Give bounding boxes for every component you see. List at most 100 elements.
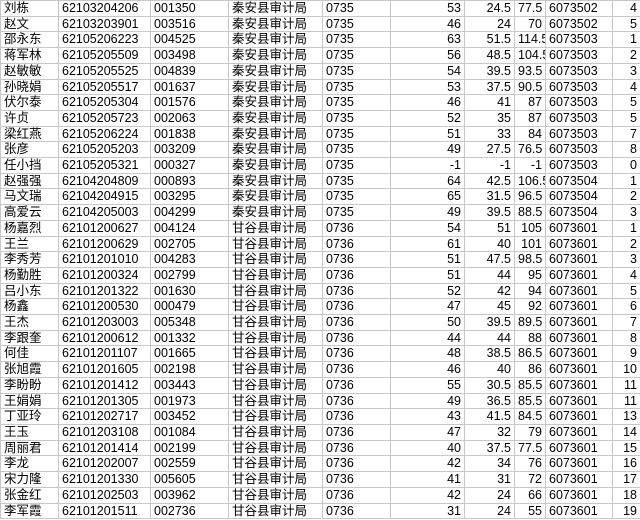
score-cell: -1 xyxy=(390,157,465,174)
exam-id-cell: 62101200629 xyxy=(58,235,151,253)
name-cell: 何佳 xyxy=(0,345,59,363)
table-row: 杨勤胜 62101200324 002799 甘谷县审计局 0736 51 44 95 6073… xyxy=(0,266,640,284)
unit-cell: 秦安县审计局 xyxy=(228,31,323,49)
unit-cell: 甘谷县审计局 xyxy=(228,314,323,331)
position-cell: 6073601 xyxy=(545,471,613,488)
score-cell: 46 xyxy=(390,94,465,111)
unit-cell: 秦安县审计局 xyxy=(228,109,323,127)
unit-code-cell: 0736 xyxy=(322,455,391,473)
position-cell: 6073601 xyxy=(545,455,613,473)
rank-cell: 1 xyxy=(612,219,640,237)
total-cell: 76.5 xyxy=(514,141,546,159)
score-cell: 44 xyxy=(464,266,515,284)
unit-code-cell: 0735 xyxy=(322,31,391,49)
seat-cell: 004525 xyxy=(150,31,229,49)
position-cell: 6073601 xyxy=(545,439,613,457)
name-cell: 许贞 xyxy=(0,109,59,127)
exam-id-cell: 62105205304 xyxy=(58,94,151,111)
table-row: 蒋军林 62105205509 003498 秦安县审计局 0735 56 48.5 104.… xyxy=(0,47,640,64)
score-cell: 27.5 xyxy=(464,141,515,159)
score-cell: 24 xyxy=(464,502,515,520)
total-cell: 87 xyxy=(514,94,546,111)
total-cell: 114.5 xyxy=(514,31,546,49)
score-cell: 56 xyxy=(390,47,465,64)
score-cell: 53 xyxy=(390,0,465,17)
unit-cell: 秦安县审计局 xyxy=(228,78,323,96)
table-row: 梁红燕 62105206224 001838 秦安县审计局 0735 51 33 84 6073… xyxy=(0,125,640,143)
unit-code-cell: 0736 xyxy=(322,251,391,268)
table-row: 李跟奎 62101200612 001332 甘谷县审计局 0736 44 44 88 6073… xyxy=(0,329,640,347)
rank-cell: 1 xyxy=(612,172,640,190)
table-row: 王兰 62101200629 002705 甘谷县审计局 0736 61 40 101 6073… xyxy=(0,235,640,253)
seat-cell: 003962 xyxy=(150,486,229,504)
name-cell: 赵文 xyxy=(0,15,59,33)
seat-cell: 003452 xyxy=(150,408,229,425)
rank-cell: 4 xyxy=(612,0,640,17)
rank-cell: 6 xyxy=(612,298,640,316)
rank-cell: 14 xyxy=(612,423,640,441)
position-cell: 6073601 xyxy=(545,282,613,300)
seat-cell: 004283 xyxy=(150,251,229,268)
rank-cell: 9 xyxy=(612,345,640,363)
score-cell: 38.5 xyxy=(464,345,515,363)
rank-cell: 15 xyxy=(612,439,640,457)
seat-cell: 003443 xyxy=(150,376,229,394)
position-cell: 6073601 xyxy=(545,219,613,237)
table-row: 马文瑞 62104204915 003295 秦安县审计局 0735 65 31.5 96.5… xyxy=(0,188,640,206)
seat-cell: 005348 xyxy=(150,314,229,331)
position-cell: 6073503 xyxy=(545,109,613,127)
table-row: 丁亚玲 62101202717 003452 甘谷县审计局 0736 43 41.5 84.5… xyxy=(0,408,640,425)
unit-cell: 秦安县审计局 xyxy=(228,141,323,159)
rank-cell: 0 xyxy=(612,157,640,174)
exam-id-cell: 62101202717 xyxy=(58,408,151,425)
total-cell: 76 xyxy=(514,455,546,473)
exam-id-cell: 62105205525 xyxy=(58,62,151,80)
unit-cell: 甘谷县审计局 xyxy=(228,502,323,520)
name-cell: 李跟奎 xyxy=(0,329,59,347)
table-row: 任小挡 62105205321 000327 秦安县审计局 0735 -1 -1 -1 6073… xyxy=(0,157,640,174)
position-cell: 6073503 xyxy=(545,31,613,49)
exam-id-cell: 62105205517 xyxy=(58,78,151,96)
score-cell: 44 xyxy=(464,329,515,347)
position-cell: 6073503 xyxy=(545,94,613,111)
table-row: 周丽君 62101201414 002199 甘谷县审计局 0736 40 37.5 77.5… xyxy=(0,439,640,457)
total-cell: 105 xyxy=(514,219,546,237)
score-cell: 46 xyxy=(390,361,465,378)
score-cell: 41.5 xyxy=(464,408,515,425)
table-row: 伏尔泰 62105205304 001576 秦安县审计局 0735 46 41 87 6073… xyxy=(0,94,640,111)
total-cell: 92 xyxy=(514,298,546,316)
unit-code-cell: 0735 xyxy=(322,157,391,174)
position-cell: 6073601 xyxy=(545,376,613,394)
unit-code-cell: 0735 xyxy=(322,47,391,64)
unit-cell: 甘谷县审计局 xyxy=(228,471,323,488)
position-cell: 6073503 xyxy=(545,125,613,143)
score-cell: 54 xyxy=(390,62,465,80)
unit-code-cell: 0735 xyxy=(322,188,391,206)
total-cell: 86.5 xyxy=(514,345,546,363)
score-cell: 51 xyxy=(464,219,515,237)
score-cell: 48.5 xyxy=(464,47,515,64)
exam-id-cell: 62101201010 xyxy=(58,251,151,268)
score-cell: 31 xyxy=(464,471,515,488)
total-cell: 55 xyxy=(514,502,546,520)
name-cell: 蒋军林 xyxy=(0,47,59,64)
unit-cell: 甘谷县审计局 xyxy=(228,235,323,253)
score-cell: 31 xyxy=(390,502,465,520)
seat-cell: 001838 xyxy=(150,125,229,143)
score-cell: 24.5 xyxy=(464,0,515,17)
exam-id-cell: 62101202503 xyxy=(58,486,151,504)
rank-cell: 19 xyxy=(612,502,640,520)
score-cell: 42 xyxy=(464,282,515,300)
name-cell: 王杰 xyxy=(0,314,59,331)
name-cell: 杨嘉烈 xyxy=(0,219,59,237)
unit-cell: 甘谷县审计局 xyxy=(228,361,323,378)
rank-cell: 16 xyxy=(612,455,640,473)
score-cell: 55 xyxy=(390,376,465,394)
exam-id-cell: 62101203003 xyxy=(58,314,151,331)
seat-cell: 001576 xyxy=(150,94,229,111)
exam-id-cell: 62101203108 xyxy=(58,423,151,441)
unit-cell: 甘谷县审计局 xyxy=(228,392,323,410)
exam-id-cell: 62101200324 xyxy=(58,266,151,284)
unit-cell: 甘谷县审计局 xyxy=(228,439,323,457)
seat-cell: 001084 xyxy=(150,423,229,441)
